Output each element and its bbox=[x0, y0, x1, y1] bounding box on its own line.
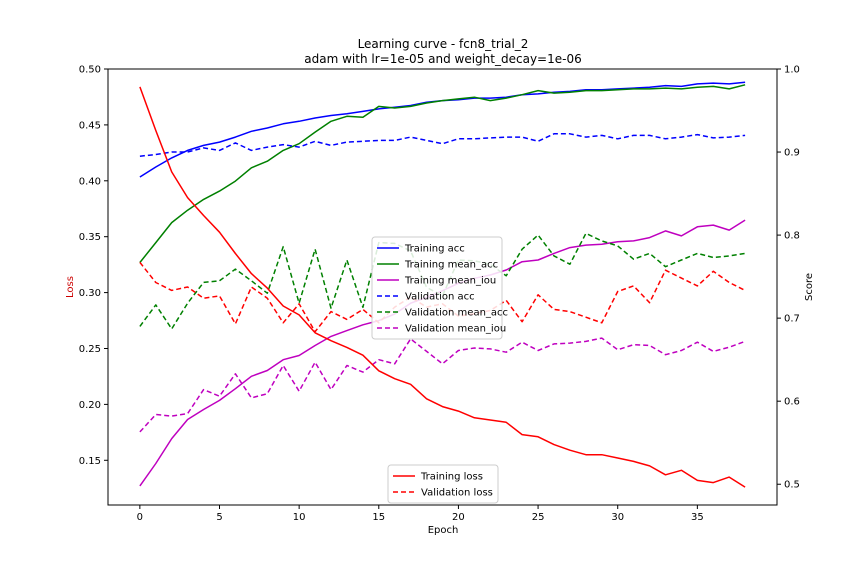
legend-box bbox=[371, 236, 503, 340]
y-axis-left: 0.15 0.20 0.25 0.30 0.35 0.40 0.45 0.50 bbox=[79, 65, 108, 467]
legend-loss: Training loss Validation loss bbox=[387, 464, 499, 504]
x-axis-label: Epoch bbox=[428, 525, 459, 536]
y-left-tick-label: 0.30 bbox=[79, 288, 101, 299]
y-axis-right: 0.5 0.6 0.7 0.8 0.9 1.0 bbox=[777, 65, 800, 491]
chart-title: Learning curve - fcn8_trial_2 bbox=[358, 37, 529, 51]
legend-label-training-mean-iou: Training mean_iou bbox=[404, 276, 496, 287]
y-left-tick-label: 0.15 bbox=[79, 456, 101, 467]
legend-label-validation-loss: Validation loss bbox=[421, 488, 493, 499]
plot-frame bbox=[107, 68, 778, 506]
chart-subtitle: adam with lr=1e-05 and weight_decay=1e-0… bbox=[304, 52, 581, 66]
x-tick-label: 5 bbox=[216, 512, 222, 523]
y-right-tick-label: 0.7 bbox=[784, 314, 800, 325]
y-left-tick-label: 0.35 bbox=[79, 232, 101, 243]
legend-score: Training acc Training mean_acc Training me… bbox=[371, 236, 508, 340]
y-right-tick-label: 0.9 bbox=[784, 148, 800, 159]
legend-label-validation-mean-iou: Validation mean_iou bbox=[405, 324, 506, 335]
legend-box bbox=[387, 464, 499, 504]
y-left-tick-label: 0.45 bbox=[79, 120, 101, 131]
y-axis-label-right: Score bbox=[804, 273, 815, 301]
legend-label-training-mean-acc: Training mean_acc bbox=[404, 260, 498, 271]
y-left-tick-label: 0.40 bbox=[79, 176, 101, 187]
series-line-validation-mean-acc bbox=[139, 232, 746, 330]
x-tick-label: 30 bbox=[611, 512, 624, 523]
legend-label-training-loss: Training loss bbox=[420, 472, 483, 483]
legend-label-validation-acc: Validation acc bbox=[405, 292, 475, 303]
y-right-tick-label: 0.5 bbox=[784, 480, 800, 491]
y-right-tick-label: 0.6 bbox=[784, 397, 800, 408]
y-left-tick-label: 0.25 bbox=[79, 344, 101, 355]
x-tick-label: 35 bbox=[691, 512, 704, 523]
x-tick-label: 10 bbox=[293, 512, 306, 523]
series-line-validation-acc bbox=[139, 133, 746, 157]
y-right-tick-label: 1.0 bbox=[784, 65, 800, 76]
series-line-training-acc bbox=[139, 81, 746, 178]
legend-label-validation-mean-acc: Validation mean_acc bbox=[405, 308, 508, 319]
x-axis: 0 5 10 15 20 25 30 35 bbox=[137, 505, 704, 523]
y-axis-label-left: Loss bbox=[65, 276, 76, 298]
y-left-tick-label: 0.20 bbox=[79, 400, 101, 411]
x-tick-label: 0 bbox=[137, 512, 143, 523]
legend-label-training-acc: Training acc bbox=[404, 244, 465, 255]
series-line-training-mean-acc bbox=[139, 84, 746, 263]
y-left-tick-label: 0.50 bbox=[79, 65, 101, 76]
x-tick-label: 15 bbox=[372, 512, 385, 523]
x-tick-label: 20 bbox=[452, 512, 465, 523]
series-line-training-loss bbox=[139, 86, 746, 488]
y-right-tick-label: 0.8 bbox=[784, 231, 800, 242]
series-line-validation-mean-iou bbox=[139, 337, 746, 433]
x-tick-label: 25 bbox=[532, 512, 545, 523]
